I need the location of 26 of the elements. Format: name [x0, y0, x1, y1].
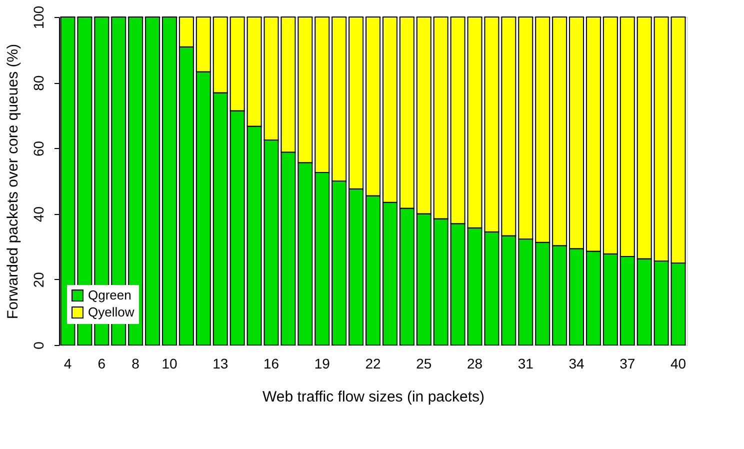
y-axis-title: Forwarded packets over core queues (%) — [4, 44, 22, 320]
legend-label: Qgreen — [88, 288, 132, 302]
x-tick-label: 6 — [98, 356, 106, 372]
y-tick-label: 0 — [30, 341, 46, 350]
x-tick-label: 4 — [64, 356, 72, 372]
x-tick-label: 8 — [132, 356, 140, 372]
y-tick-label: 60 — [30, 140, 46, 156]
x-tick-label: 31 — [518, 356, 534, 372]
x-tick-label: 37 — [620, 356, 636, 372]
x-tick-label: 22 — [365, 356, 381, 372]
x-tick-label: 28 — [466, 356, 483, 372]
x-tick-label: 10 — [162, 356, 178, 372]
x-tick-label: 40 — [670, 356, 686, 372]
x-tick-label: 34 — [568, 356, 585, 372]
bar — [162, 16, 177, 346]
y-tick-label: 100 — [30, 6, 46, 30]
y-tick-label: 80 — [30, 75, 46, 91]
x-tick-label: 19 — [314, 356, 330, 372]
x-tick-label: 16 — [263, 356, 280, 372]
bar — [145, 16, 160, 346]
legend-label: Qyellow — [88, 304, 135, 320]
x-tick-label: 13 — [212, 356, 228, 372]
y-tick-label: 20 — [30, 272, 46, 288]
x-axis-title: Web traffic flow sizes (in packets) — [262, 388, 485, 406]
x-tick-label: 25 — [416, 356, 432, 372]
y-tick-label: 40 — [30, 206, 46, 222]
